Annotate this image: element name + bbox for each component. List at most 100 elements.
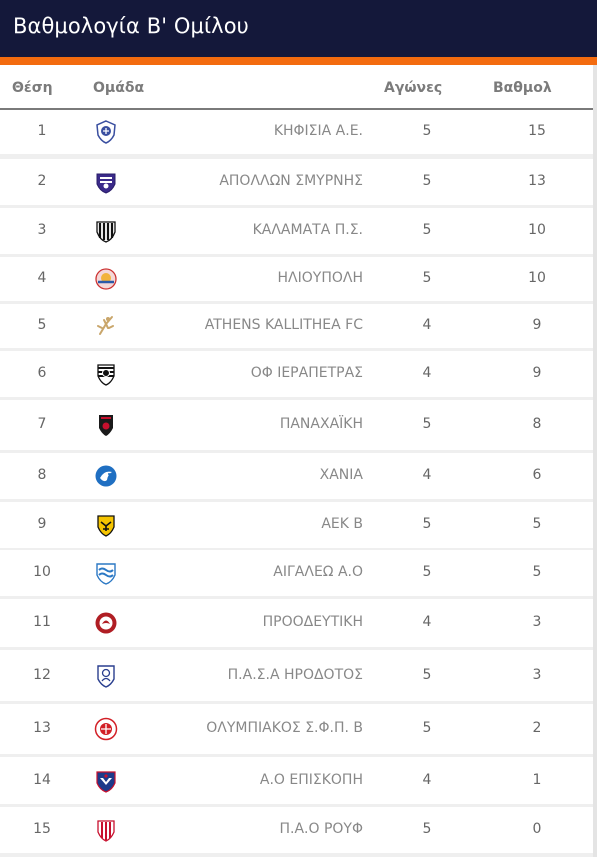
row-games: 4 bbox=[422, 772, 432, 788]
row-points: 15 bbox=[528, 123, 546, 139]
kifisia-crest-icon[interactable] bbox=[94, 120, 118, 144]
table-row[interactable]: 6 ΟΦ ΙΕΡΑΠΕΤΡΑΣ 4 9 bbox=[0, 351, 593, 397]
row-position: 1 bbox=[37, 123, 47, 139]
row-position: 13 bbox=[33, 720, 51, 736]
row-points: 9 bbox=[532, 317, 542, 333]
row-team-name[interactable]: Α.Ο ΕΠΙΣΚΟΠΗ bbox=[259, 772, 363, 788]
row-points: 5 bbox=[532, 564, 542, 580]
row-team-name[interactable]: ATHENS KALLITHEA FC bbox=[204, 317, 363, 333]
pao-rouf-crest-icon[interactable] bbox=[94, 818, 118, 842]
table-row[interactable]: 2 ΑΠΟΛΛΩΝ ΣΜΥΡΝΗΣ 5 13 bbox=[0, 159, 593, 205]
row-points: 5 bbox=[532, 516, 542, 532]
accent-bar bbox=[0, 57, 597, 65]
row-position: 7 bbox=[37, 416, 47, 432]
row-points: 1 bbox=[532, 772, 542, 788]
table-row[interactable]: 15 Π.Α.Ο ΡΟΥΦ 5 0 bbox=[0, 807, 593, 853]
row-games: 4 bbox=[422, 317, 432, 333]
proodeftiki-crest-icon[interactable] bbox=[94, 611, 118, 635]
row-position: 4 bbox=[37, 270, 47, 286]
row-position: 9 bbox=[37, 516, 47, 532]
table-row[interactable]: 5 ATHENS KALLITHEA FC 4 9 bbox=[0, 304, 593, 348]
standings-header: Βαθμολογία Β' Ομίλου bbox=[0, 0, 597, 57]
aek-b-crest-icon[interactable] bbox=[94, 513, 118, 537]
row-team-name[interactable]: ΚΗΦΙΣΙΑ Α.Ε. bbox=[273, 123, 363, 139]
row-team-name[interactable]: ΑΕΚ Β bbox=[321, 516, 363, 532]
table-row[interactable]: 1 ΚΗΦΙΣΙΑ Α.Ε. 5 15 bbox=[0, 110, 593, 154]
row-position: 10 bbox=[33, 564, 51, 580]
row-points: 13 bbox=[528, 173, 546, 189]
row-games: 5 bbox=[422, 222, 432, 238]
column-header-games: Αγώνες bbox=[384, 80, 443, 96]
row-games: 5 bbox=[422, 416, 432, 432]
apollon-smyrnis-crest-icon[interactable] bbox=[94, 170, 118, 194]
episkopi-crest-icon[interactable] bbox=[94, 769, 118, 793]
table-row[interactable]: 4 ΗΛΙΟΥΠΟΛΗ 5 10 bbox=[0, 257, 593, 301]
row-team-name[interactable]: Π.Α.Σ.Α ΗΡΟΔΟΤΟΣ bbox=[227, 667, 363, 683]
table-row[interactable]: 10 ΑΙΓΑΛΕΩ Α.Ο 5 5 bbox=[0, 550, 593, 596]
row-position: 5 bbox=[37, 317, 47, 333]
scrollbar-track[interactable] bbox=[593, 65, 597, 857]
row-games: 5 bbox=[422, 667, 432, 683]
of-ierapetras-crest-icon[interactable] bbox=[94, 362, 118, 386]
table-row[interactable]: 8 ΧΑΝΙΑ 4 6 bbox=[0, 453, 593, 499]
column-header-points: Βαθμολ bbox=[493, 80, 552, 96]
row-points: 8 bbox=[532, 416, 542, 432]
row-points: 3 bbox=[532, 614, 542, 630]
row-games: 5 bbox=[422, 564, 432, 580]
row-games: 5 bbox=[422, 270, 432, 286]
row-games: 4 bbox=[422, 365, 432, 381]
irodotos-crest-icon[interactable] bbox=[94, 664, 118, 688]
row-position: 11 bbox=[33, 614, 51, 630]
row-position: 12 bbox=[33, 667, 51, 683]
row-team-name[interactable]: ΠΑΝΑΧΑΪΚΗ bbox=[279, 416, 363, 432]
ilioupoli-crest-icon[interactable] bbox=[94, 267, 118, 291]
row-games: 5 bbox=[422, 821, 432, 837]
table-row[interactable]: 13 ΟΛΥΜΠΙΑΚΟΣ Σ.Φ.Π. Β 5 2 bbox=[0, 704, 593, 754]
row-points: 3 bbox=[532, 667, 542, 683]
olympiacos-b-crest-icon[interactable] bbox=[94, 717, 118, 741]
row-points: 10 bbox=[528, 270, 546, 286]
column-header-team: Ομάδα bbox=[93, 80, 145, 96]
row-team-name[interactable]: ΟΦ ΙΕΡΑΠΕΤΡΑΣ bbox=[250, 365, 363, 381]
row-team-name[interactable]: ΑΙΓΑΛΕΩ Α.Ο bbox=[273, 564, 363, 580]
row-games: 4 bbox=[422, 614, 432, 630]
row-team-name[interactable]: ΗΛΙΟΥΠΟΛΗ bbox=[277, 270, 363, 286]
table-header: Θέση Ομάδα Αγώνες Βαθμολ bbox=[0, 65, 593, 110]
table-row[interactable]: 12 Π.Α.Σ.Α ΗΡΟΔΟΤΟΣ 5 3 bbox=[0, 650, 593, 701]
chania-crest-icon[interactable] bbox=[94, 464, 118, 488]
row-games: 5 bbox=[422, 173, 432, 189]
row-position: 14 bbox=[33, 772, 51, 788]
row-games: 5 bbox=[422, 516, 432, 532]
row-team-name[interactable]: ΚΑΛΑΜΑΤΑ Π.Σ. bbox=[252, 222, 363, 238]
row-points: 0 bbox=[532, 821, 542, 837]
table-row[interactable]: 11 ΠΡΟΟΔΕΥΤΙΚΗ 4 3 bbox=[0, 599, 593, 647]
table-row[interactable]: 3 ΚΑΛΑΜΑΤΑ Π.Σ. 5 10 bbox=[0, 208, 593, 254]
standings-title: Βαθμολογία Β' Ομίλου bbox=[13, 14, 249, 38]
row-position: 3 bbox=[37, 222, 47, 238]
row-games: 4 bbox=[422, 467, 432, 483]
row-position: 6 bbox=[37, 365, 47, 381]
table-row[interactable]: 9 ΑΕΚ Β 5 5 bbox=[0, 502, 593, 548]
row-points: 10 bbox=[528, 222, 546, 238]
row-team-name[interactable]: Π.Α.Ο ΡΟΥΦ bbox=[279, 821, 363, 837]
athens-kallithea-crest-icon[interactable] bbox=[94, 314, 118, 338]
row-position: 8 bbox=[37, 467, 47, 483]
row-games: 5 bbox=[422, 123, 432, 139]
row-team-name[interactable]: ΑΠΟΛΛΩΝ ΣΜΥΡΝΗΣ bbox=[219, 173, 363, 189]
row-games: 5 bbox=[422, 720, 432, 736]
row-position: 2 bbox=[37, 173, 47, 189]
table-row[interactable]: 14 Α.Ο ΕΠΙΣΚΟΠΗ 4 1 bbox=[0, 757, 593, 804]
row-position: 15 bbox=[33, 821, 51, 837]
row-team-name[interactable]: ΧΑΝΙΑ bbox=[319, 467, 363, 483]
table-row[interactable]: 7 ΠΑΝΑΧΑΪΚΗ 5 8 bbox=[0, 400, 593, 450]
row-team-name[interactable]: ΠΡΟΟΔΕΥΤΙΚΗ bbox=[262, 614, 363, 630]
row-points: 6 bbox=[532, 467, 542, 483]
row-points: 9 bbox=[532, 365, 542, 381]
aigaleo-crest-icon[interactable] bbox=[94, 561, 118, 585]
panachaiki-crest-icon[interactable] bbox=[94, 413, 118, 437]
row-points: 2 bbox=[532, 720, 542, 736]
column-header-position: Θέση bbox=[12, 80, 53, 96]
kalamata-crest-icon[interactable] bbox=[94, 219, 118, 243]
row-team-name[interactable]: ΟΛΥΜΠΙΑΚΟΣ Σ.Φ.Π. Β bbox=[206, 720, 363, 736]
